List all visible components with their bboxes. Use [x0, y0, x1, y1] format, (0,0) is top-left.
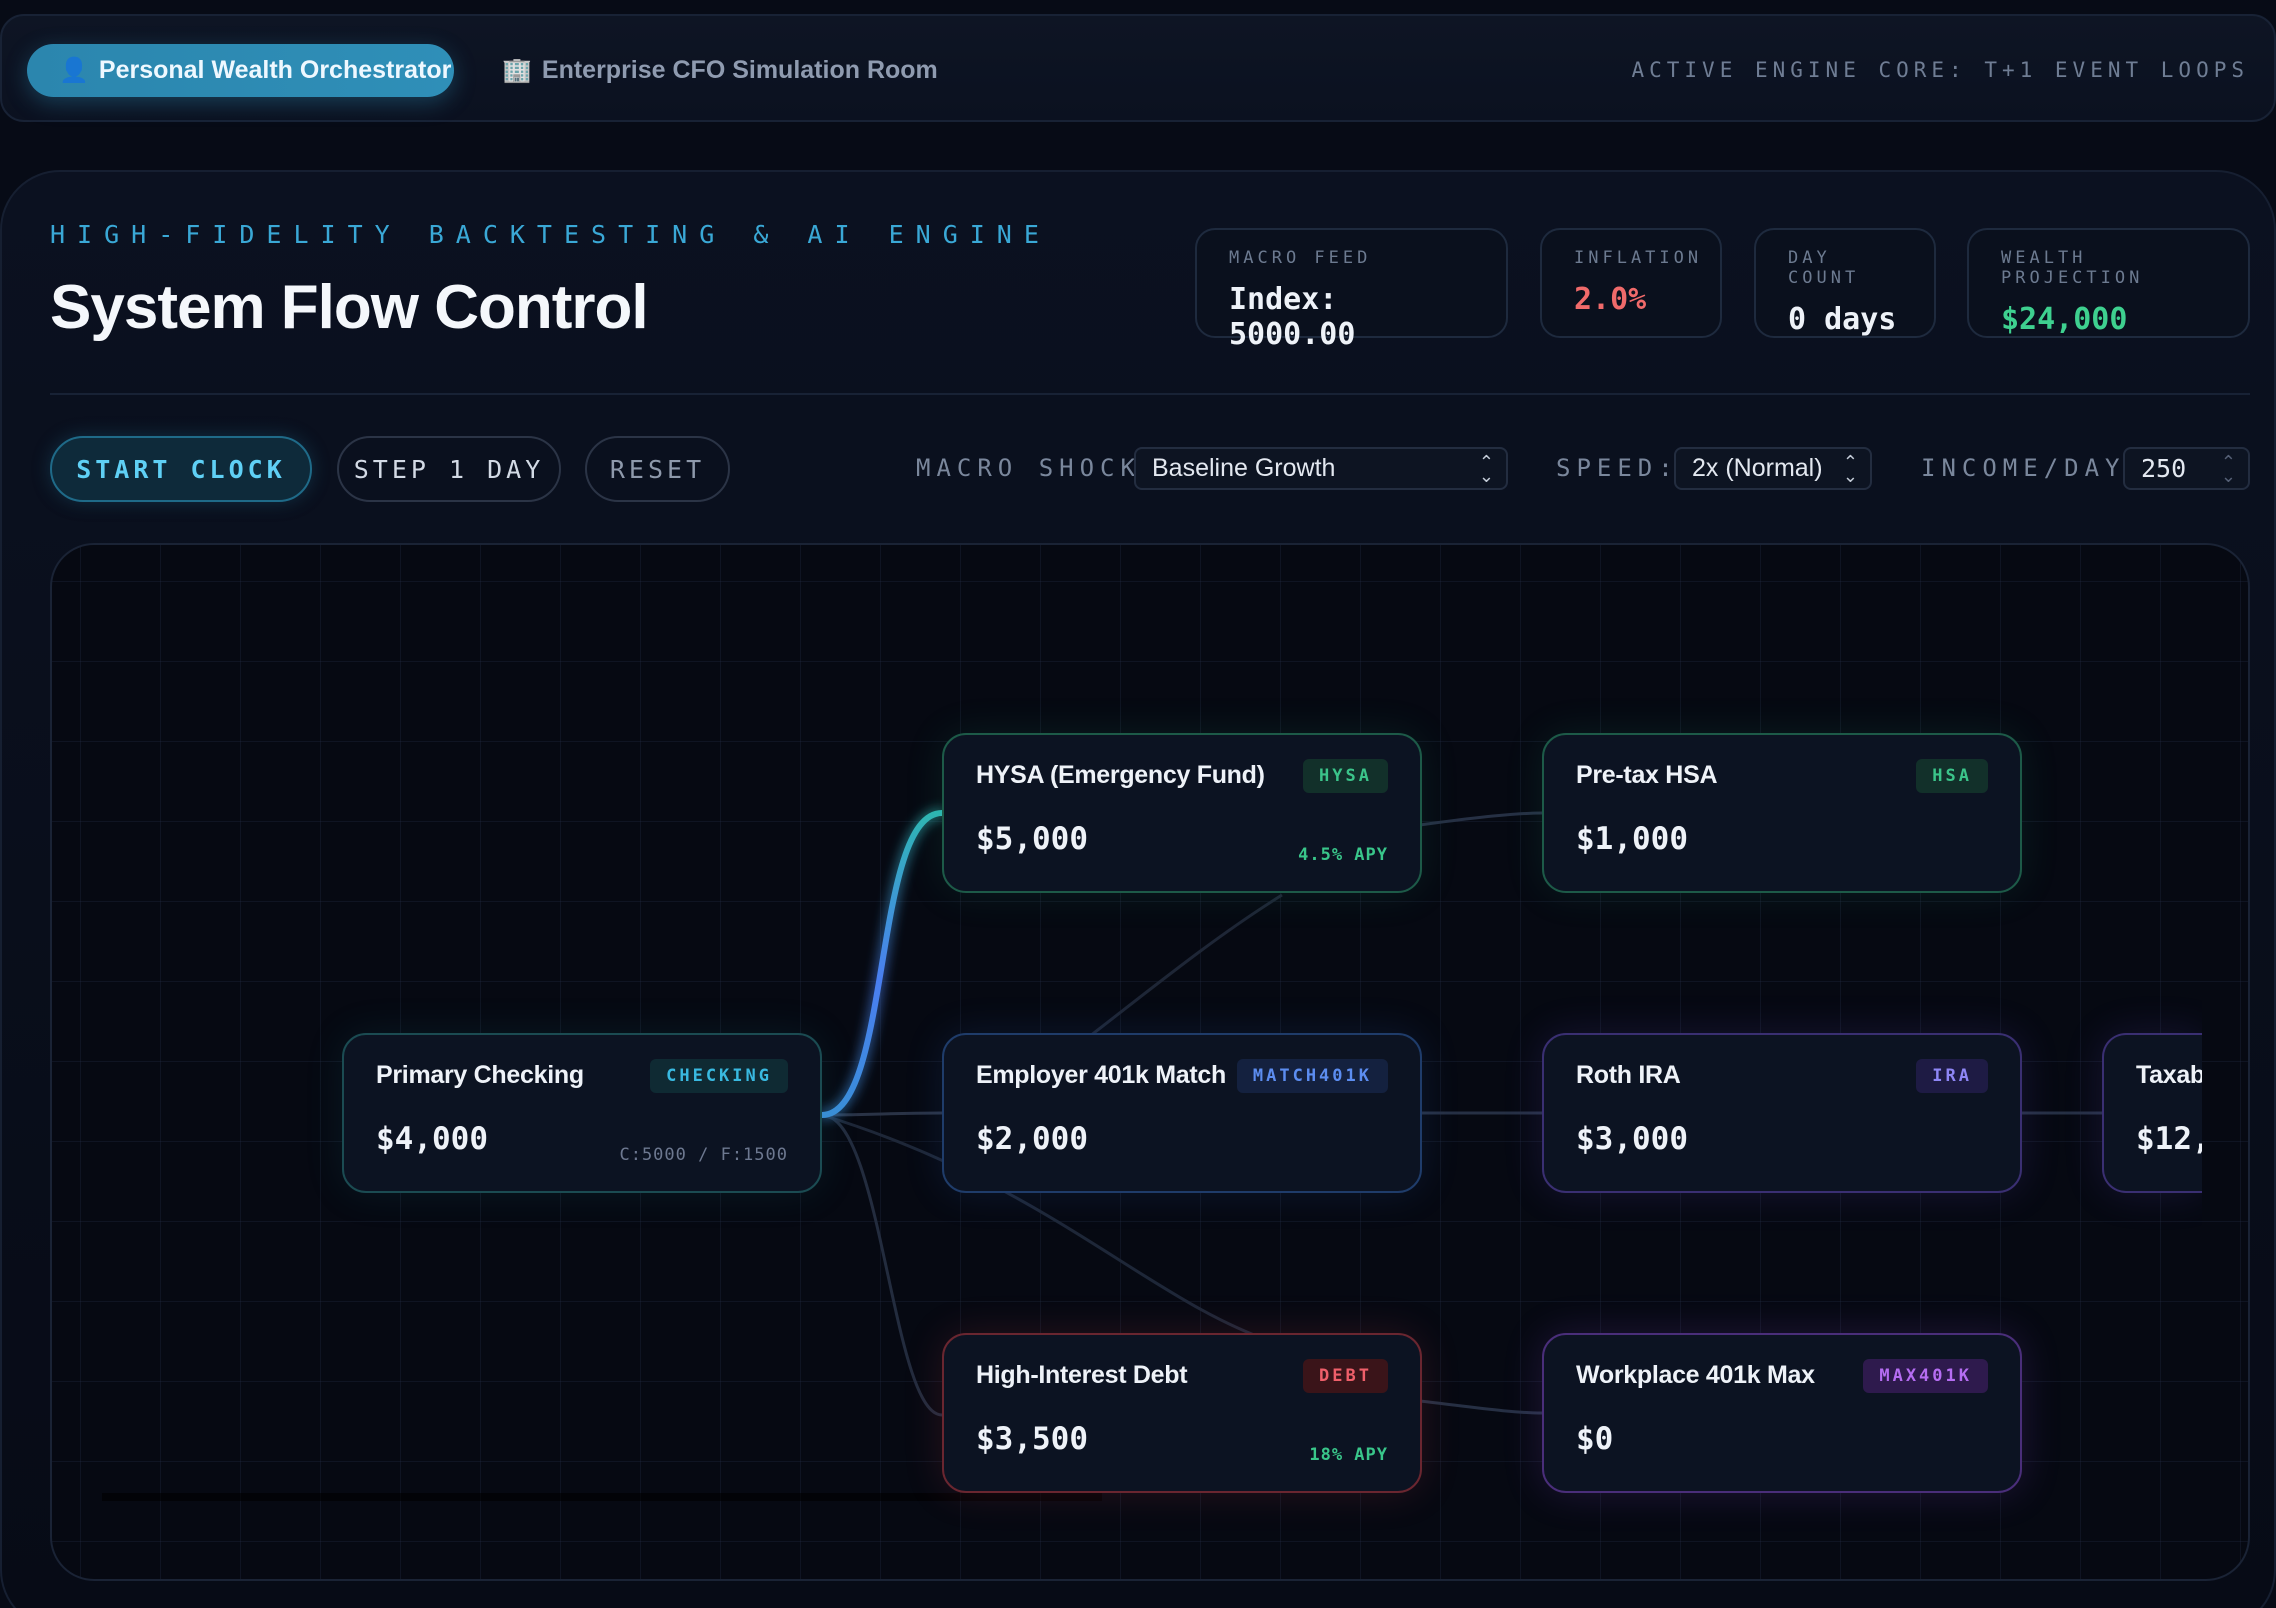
flow-checking-to-hysa-active — [819, 810, 945, 1118]
node-pre-tax-hsa[interactable]: Pre-tax HSA HSA $1,000 — [1542, 733, 2022, 893]
flow-checking-to-match401k — [821, 1111, 943, 1117]
node-name: Workplace 401k Max — [1576, 1361, 1815, 1389]
node-taxable[interactable]: Taxab $12, — [2102, 1033, 2202, 1193]
stat-label: WEALTH PROJECTION — [2001, 248, 2144, 288]
income-per-day-label: INCOME/DAY: — [1921, 454, 2146, 482]
node-meta: C:5000 / F:1500 — [619, 1145, 788, 1165]
flow-checking-to-ira — [821, 1113, 1283, 1347]
shadow-bar — [102, 1493, 1102, 1501]
flow-canvas: Primary Checking CHECKING $4,000 C:5000 … — [50, 543, 2250, 1581]
node-name: Employer 401k Match — [976, 1061, 1226, 1089]
stat-wealth-projection: WEALTH PROJECTION $24,000 — [1967, 228, 2250, 338]
tab-personal-wealth-orchestrator[interactable]: 👤 Personal Wealth Orchestrator — [27, 44, 454, 97]
person-icon: 👤 — [59, 56, 89, 84]
flow-checking-to-debt — [821, 1113, 943, 1417]
stat-label: MACRO FEED — [1229, 248, 1372, 268]
flow-debt-to-max401k — [1419, 1399, 1543, 1415]
start-clock-button[interactable]: START CLOCK — [50, 436, 312, 502]
building-icon: 🏢 — [502, 56, 532, 84]
node-balance: $12, — [2136, 1121, 2202, 1157]
income-per-day-input[interactable]: 250 ⌃ ⌄ — [2123, 447, 2250, 490]
node-workplace-401k-max[interactable]: Workplace 401k Max MAX401K $0 — [1542, 1333, 2022, 1493]
node-balance: $3,000 — [1576, 1121, 1688, 1157]
flow-hysa-to-hsa — [1419, 811, 1543, 827]
income-per-day-value: 250 — [2141, 454, 2187, 483]
node-name: Roth IRA — [1576, 1061, 1681, 1089]
node-name: Pre-tax HSA — [1576, 761, 1718, 789]
stat-value: $24,000 — [2001, 302, 2128, 337]
chevron-up-down-icon: ⌃ ⌄ — [1478, 452, 1494, 486]
node-balance: $4,000 — [376, 1121, 488, 1157]
page-title: System Flow Control — [50, 273, 649, 342]
node-tag: IRA — [1916, 1059, 1988, 1093]
reset-button[interactable]: RESET — [585, 436, 730, 502]
tab-label: Enterprise CFO Simulation Room — [541, 56, 938, 84]
tab-enterprise-cfo-simulation-room[interactable]: 🏢 Enterprise CFO Simulation Room — [502, 44, 938, 97]
node-meta: 4.5% APY — [1298, 845, 1388, 865]
step-1-day-button[interactable]: STEP 1 DAY — [337, 436, 561, 502]
node-tag: MATCH401K — [1236, 1059, 1388, 1093]
engine-status: ACTIVE ENGINE CORE: T+1 EVENT LOOPS — [1631, 58, 2249, 82]
tab-label: Personal Wealth Orchestrator — [98, 56, 452, 84]
spinner-icon: ⌃ ⌄ — [2220, 452, 2236, 486]
stat-label: DAY COUNT — [1788, 248, 1860, 288]
node-meta: 18% APY — [1309, 1445, 1388, 1465]
node-balance: $5,000 — [976, 821, 1088, 857]
speed-label: SPEED: — [1556, 454, 1679, 482]
node-tag: HYSA — [1303, 759, 1388, 793]
stat-value: Index: 5000.00 — [1229, 282, 1356, 352]
stat-label: INFLATION — [1574, 248, 1703, 268]
node-name: HYSA (Emergency Fund) — [976, 761, 1265, 789]
stat-macro-feed: MACRO FEED Index: 5000.00 — [1195, 228, 1508, 352]
macro-shock-label: MACRO SHOCK: — [916, 454, 1162, 482]
top-nav-bar: 👤 Personal Wealth Orchestrator 🏢 Enterpr… — [0, 14, 2276, 122]
node-high-interest-debt[interactable]: High-Interest Debt DEBT $3,500 18% APY — [942, 1333, 1422, 1493]
stat-day-count: DAY COUNT 0 days — [1754, 228, 1936, 338]
chevron-up-down-icon: ⌃ ⌄ — [1842, 452, 1858, 486]
page-eyebrow: HIGH-FIDELITY BACKTESTING & AI ENGINE — [50, 220, 1051, 249]
node-roth-ira[interactable]: Roth IRA IRA $3,000 — [1542, 1033, 2022, 1193]
node-primary-checking[interactable]: Primary Checking CHECKING $4,000 C:5000 … — [342, 1033, 822, 1193]
macro-shock-select[interactable]: Baseline Growth ⌃ ⌄ — [1134, 447, 1508, 490]
macro-shock-value: Baseline Growth — [1152, 454, 1336, 482]
stat-value: 2.0% — [1574, 282, 1647, 317]
node-name: High-Interest Debt — [976, 1361, 1188, 1389]
node-tag: HSA — [1916, 759, 1988, 793]
node-hysa[interactable]: HYSA (Emergency Fund) HYSA $5,000 4.5% A… — [942, 733, 1422, 893]
node-balance: $2,000 — [976, 1121, 1088, 1157]
node-balance: $0 — [1576, 1421, 1614, 1457]
node-employer-401k-match[interactable]: Employer 401k Match MATCH401K $2,000 — [942, 1033, 1422, 1193]
node-name: Primary Checking — [376, 1061, 584, 1089]
node-tag: DEBT — [1303, 1359, 1388, 1393]
node-name: Taxab — [2136, 1061, 2202, 1089]
node-balance: $1,000 — [1576, 821, 1688, 857]
stat-inflation: INFLATION 2.0% — [1540, 228, 1722, 338]
node-balance: $3,500 — [976, 1421, 1088, 1457]
flow-connections — [102, 810, 2104, 1501]
header-divider — [50, 393, 2250, 395]
node-tag: MAX401K — [1863, 1359, 1988, 1393]
stat-value: 0 days — [1788, 302, 1897, 337]
node-tag: CHECKING — [650, 1059, 788, 1093]
speed-select[interactable]: 2x (Normal) ⌃ ⌄ — [1674, 447, 1872, 490]
speed-value: 2x (Normal) — [1692, 454, 1823, 482]
